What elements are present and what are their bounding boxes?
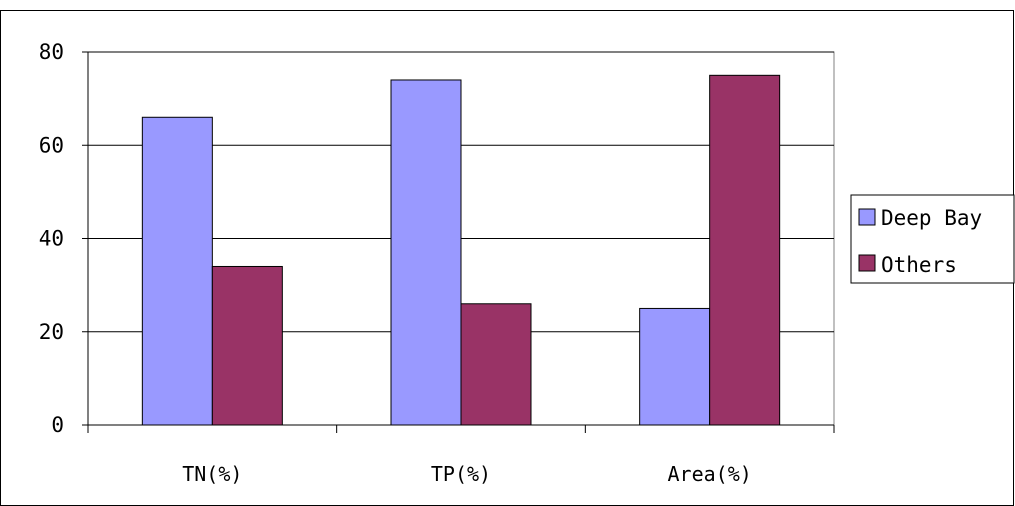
y-tick-label: 20 bbox=[39, 320, 64, 344]
bar-others-1 bbox=[460, 303, 532, 426]
x-category-label: TN(%) bbox=[182, 462, 242, 486]
y-tick-label: 0 bbox=[51, 413, 64, 437]
y-tick-label: 40 bbox=[39, 227, 64, 251]
legend-label-deep-bay: Deep Bay bbox=[881, 206, 982, 230]
y-tick-label: 80 bbox=[39, 40, 64, 64]
x-category-labels: TN(%) TP(%) Area(%) bbox=[182, 462, 752, 486]
bars bbox=[141, 74, 781, 426]
legend-box bbox=[850, 194, 1015, 284]
legend-swatch-deep-bay bbox=[858, 208, 876, 226]
y-tick-labels: 0 20 40 60 80 bbox=[39, 40, 64, 437]
bar-deep-bay-0 bbox=[141, 116, 213, 426]
bar-others-0 bbox=[211, 265, 283, 426]
legend-label-others: Others bbox=[881, 253, 957, 277]
bar-deep-bay-1 bbox=[390, 79, 462, 426]
bar-others-2 bbox=[709, 74, 781, 426]
axes bbox=[82, 51, 835, 433]
legend-swatch-others bbox=[858, 254, 876, 272]
x-category-label: TP(%) bbox=[431, 462, 491, 486]
y-tick-label: 60 bbox=[39, 133, 64, 157]
legend: Deep Bay Others bbox=[850, 194, 1015, 284]
bar-deep-bay-2 bbox=[639, 307, 711, 426]
x-category-label: Area(%) bbox=[668, 462, 752, 486]
